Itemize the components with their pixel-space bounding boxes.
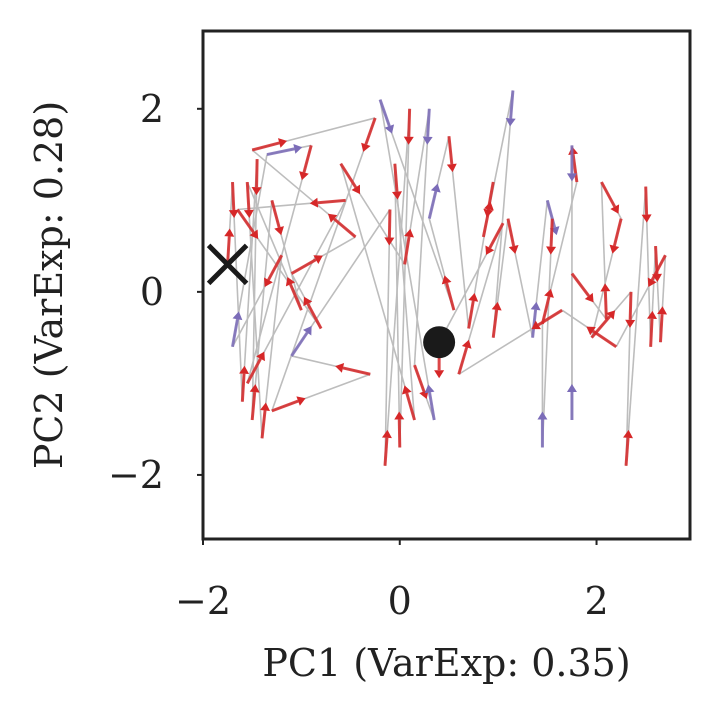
plot-frame: [201, 29, 692, 541]
trajectory-arrow: [381, 429, 392, 466]
trajectory-arrow: [647, 254, 667, 287]
trajectory-arrow: [299, 145, 313, 181]
trajectory-arrow: [266, 144, 303, 157]
trajectory-arrow: [384, 209, 395, 246]
trajectory-arrow: [260, 402, 270, 439]
trajectory-segment: [339, 163, 416, 421]
trajectory-arrow: [403, 108, 414, 145]
trajectory-segment: [384, 209, 391, 466]
trajectory-arrow: [540, 288, 554, 325]
trajectory-markers: [206, 243, 456, 359]
trajectory-arrow: [224, 228, 235, 265]
trajectory-arrow: [231, 311, 243, 348]
trajectory-arrow: [600, 283, 611, 320]
trajectory-arrow: [239, 365, 250, 402]
trajectory-segment: [379, 99, 435, 421]
trajectory-arrow: [586, 326, 618, 349]
trajectory-arrow: [327, 213, 357, 239]
trajectory-arrow: [623, 429, 634, 466]
trajectory-arrow: [361, 117, 377, 152]
trajectory-arrow: [491, 301, 502, 338]
y-tick-label: 0: [140, 270, 164, 314]
trajectory-arrow: [609, 218, 623, 254]
trajectory-arrow: [378, 99, 395, 134]
trajectory-arrow: [303, 296, 323, 330]
trajectory-arrow: [422, 108, 433, 145]
trajectory-arrow: [427, 183, 441, 219]
trajectory-arrow: [243, 181, 254, 218]
trajectory-arrow: [481, 201, 494, 238]
trajectory-arrow: [264, 254, 284, 287]
trajectory-segment: [379, 99, 455, 311]
trajectory-arrow: [530, 301, 541, 338]
trajectory-arrow: [236, 208, 259, 239]
trajectory-arrow: [467, 292, 479, 329]
trajectory-arrow: [270, 199, 284, 236]
trajectory-arrow: [424, 384, 436, 421]
trajectory-arrow: [441, 275, 456, 311]
trajectory-arrow: [545, 199, 560, 236]
trajectory-arrow: [485, 222, 505, 255]
trajectory-arrow: [531, 308, 563, 330]
trajectory-arrow: [251, 159, 262, 196]
trajectory-arrow: [566, 145, 577, 182]
trajectory-arrow: [546, 218, 557, 255]
trajectory-arrow: [271, 396, 306, 413]
axis-ticks: −2 0 2 −2 0 2: [108, 87, 609, 623]
trajectory-arrow: [403, 228, 414, 265]
trajectory-arrow: [566, 384, 577, 421]
end-marker: [423, 326, 456, 359]
trajectory-segment: [251, 200, 273, 421]
trajectory-segment: [246, 145, 312, 384]
trajectory-arrow: [401, 385, 416, 421]
trajectory-arrow: [285, 277, 303, 311]
trajectory-arrow: [394, 411, 405, 448]
trajectory-segment: [231, 181, 244, 402]
trajectory-arrow: [641, 186, 652, 223]
x-tick-label: 2: [584, 579, 608, 623]
trajectory-segment: [413, 108, 431, 366]
trajectory-arrow: [251, 138, 288, 152]
y-axis-label: PC2 (VarExp: 0.28): [27, 101, 71, 469]
trajectory-arrow: [537, 411, 548, 448]
trajectory-arrow: [647, 310, 658, 347]
trajectory-arrow: [446, 136, 457, 173]
y-tick-label: 2: [140, 87, 164, 131]
x-axis-label: PC1 (VarExp: 0.35): [262, 641, 630, 685]
trajectory-arrow: [249, 384, 260, 421]
start-marker: [206, 243, 249, 286]
trajectory-segment: [271, 117, 376, 412]
trajectory-segment: [541, 218, 554, 448]
trajectory-arrow: [600, 181, 620, 214]
trajectory-arrow: [590, 310, 616, 339]
trajectory-arrow: [245, 351, 265, 385]
y-tick-label: −2: [108, 453, 164, 497]
trajectory-arrow: [657, 306, 668, 343]
trajectory-segment: [394, 163, 401, 448]
trajectory-arrow: [309, 197, 346, 208]
trajectory-arrow: [339, 162, 361, 195]
trajectory-arrow: [505, 90, 516, 127]
trajectory-segment: [492, 90, 514, 338]
trajectory-arrow: [290, 326, 312, 357]
trajectory-arrow: [335, 363, 371, 376]
trajectory-arrow: [392, 163, 402, 200]
trajectory-segment: [625, 186, 647, 466]
trajectory-arrows: [224, 90, 668, 466]
x-tick-label: 0: [388, 579, 412, 623]
trajectory-segment: [398, 108, 411, 448]
trajectory-arrow: [570, 272, 594, 303]
trajectory-arrow: [506, 218, 519, 254]
x-tick-label: −2: [175, 579, 231, 623]
trajectory-arrow: [290, 255, 323, 275]
trajectory-arrow: [457, 339, 472, 375]
trajectory-arrow: [228, 181, 239, 218]
trajectory-arrow: [625, 291, 636, 328]
